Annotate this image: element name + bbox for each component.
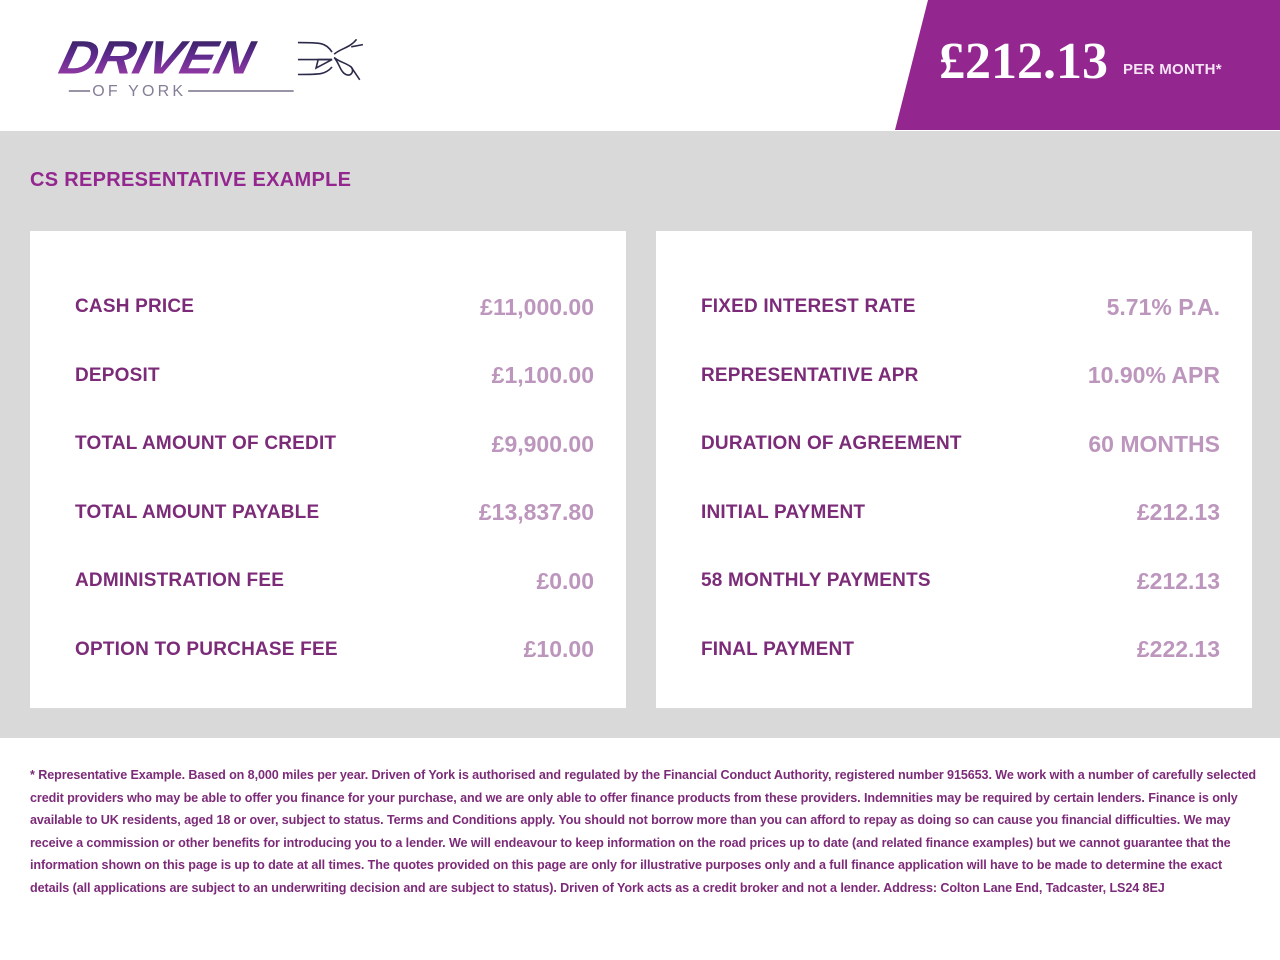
svg-text:OF YORK: OF YORK	[92, 83, 186, 99]
svg-text:DRIVEN: DRIVEN	[58, 31, 261, 84]
